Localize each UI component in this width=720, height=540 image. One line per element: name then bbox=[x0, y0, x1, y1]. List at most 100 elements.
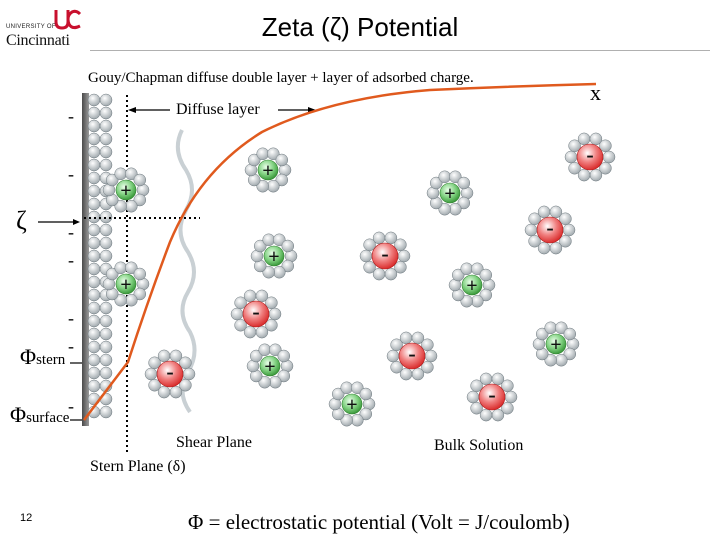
zeta-arrow-head bbox=[73, 219, 80, 225]
anion-core bbox=[371, 242, 399, 270]
minus-sign: - bbox=[546, 215, 553, 240]
water-molecule bbox=[457, 196, 471, 210]
surface-water-molecule bbox=[99, 236, 113, 250]
surface-water-molecule bbox=[87, 132, 101, 146]
plus-sign: + bbox=[264, 356, 275, 378]
zeta-label: ζ bbox=[16, 206, 27, 235]
water-molecule bbox=[182, 367, 196, 381]
anion-core bbox=[242, 300, 270, 328]
surface-water-molecule bbox=[87, 288, 101, 302]
water-molecule bbox=[372, 267, 386, 281]
surface-water-molecule bbox=[87, 171, 101, 185]
water-molecule bbox=[438, 170, 451, 184]
water-molecule bbox=[265, 296, 278, 310]
water-molecule bbox=[528, 212, 541, 226]
surface-water-molecule bbox=[99, 366, 113, 380]
surface-water-molecule bbox=[87, 93, 101, 107]
water-molecule bbox=[255, 289, 269, 303]
water-molecule bbox=[535, 327, 549, 341]
water-molecule bbox=[258, 375, 271, 389]
anion-core bbox=[536, 216, 564, 244]
positive-ion-7: + bbox=[246, 343, 294, 389]
surface-water-molecule bbox=[87, 275, 101, 289]
university-logo: UNIVERSITY OF Cincinnati bbox=[6, 8, 86, 50]
water-molecule bbox=[275, 153, 289, 167]
plus-sign: + bbox=[120, 274, 131, 296]
water-molecule bbox=[429, 176, 443, 190]
water-molecule bbox=[559, 212, 572, 226]
water-molecule bbox=[384, 267, 398, 281]
water-molecule bbox=[277, 369, 291, 383]
phi-surface-label: Φsurface bbox=[10, 402, 69, 428]
footer-definition: Φ = electrostatic potential (Volt = J/co… bbox=[188, 510, 570, 534]
water-molecule bbox=[549, 205, 563, 219]
surface-water-molecule bbox=[99, 327, 113, 341]
phi-stern-label: Φstern bbox=[20, 344, 65, 370]
surface-water-molecule bbox=[87, 158, 101, 172]
positive-ion-1: + bbox=[102, 167, 150, 213]
water-molecule bbox=[275, 173, 289, 187]
surface-water-molecule bbox=[87, 314, 101, 328]
water-molecule bbox=[281, 259, 295, 273]
surface-water-molecule bbox=[99, 353, 113, 367]
surface-water-molecule bbox=[99, 158, 113, 172]
water-molecule bbox=[133, 173, 147, 187]
cation-core bbox=[341, 393, 363, 415]
water-molecule bbox=[331, 387, 345, 401]
surface-charge-6: - bbox=[68, 336, 74, 356]
water-molecule bbox=[255, 325, 269, 339]
uc-logo-icon bbox=[54, 9, 82, 30]
minus-sign: - bbox=[381, 241, 388, 266]
water-molecule bbox=[148, 356, 161, 370]
water-molecule bbox=[563, 347, 577, 361]
plus-sign: + bbox=[346, 394, 357, 416]
positive-ion-2: + bbox=[244, 147, 292, 193]
cation-core bbox=[263, 245, 285, 267]
water-molecule bbox=[563, 327, 577, 341]
surface-water-molecule bbox=[99, 132, 113, 146]
phi-surface-symbol: Φ bbox=[10, 402, 27, 427]
surface-water-layer bbox=[87, 93, 113, 419]
water-molecule bbox=[125, 199, 138, 213]
water-molecule bbox=[359, 387, 373, 401]
water-molecule bbox=[479, 288, 493, 302]
surface-charge-3: - bbox=[68, 222, 74, 242]
water-molecule bbox=[460, 294, 473, 308]
surface-water-molecule bbox=[87, 327, 101, 341]
water-molecule bbox=[133, 193, 147, 207]
water-molecule bbox=[451, 268, 465, 282]
particle-surface-wall bbox=[82, 93, 89, 426]
water-molecule bbox=[281, 239, 295, 253]
water-molecule bbox=[470, 401, 483, 415]
water-molecule bbox=[491, 408, 505, 422]
negative-ion-10: - bbox=[564, 132, 616, 182]
water-molecule bbox=[504, 390, 518, 404]
water-molecule bbox=[397, 249, 411, 263]
ion-cluster-group: + + + + + + + + + - - - - - - - bbox=[102, 132, 616, 427]
water-molecule bbox=[114, 199, 127, 213]
water-molecule bbox=[537, 241, 551, 255]
water-molecule bbox=[234, 296, 247, 310]
water-molecule bbox=[501, 401, 514, 415]
anion-core bbox=[156, 360, 184, 388]
water-molecule bbox=[133, 267, 147, 281]
positive-ion-8: + bbox=[328, 381, 376, 427]
anion-core bbox=[398, 342, 426, 370]
water-molecule bbox=[568, 161, 581, 175]
negative-ion-14: - bbox=[144, 349, 196, 399]
title-divider bbox=[90, 50, 710, 51]
negative-ion-12: - bbox=[359, 231, 411, 281]
surface-charge-4: - bbox=[68, 250, 74, 270]
potential-curve bbox=[83, 82, 597, 421]
diffuse-layer-label: Diffuse layer bbox=[176, 101, 260, 118]
surface-water-molecule bbox=[87, 236, 101, 250]
water-molecule bbox=[457, 176, 471, 190]
surface-water-molecule bbox=[99, 93, 113, 107]
surface-water-molecule bbox=[99, 405, 113, 419]
water-molecule bbox=[386, 349, 400, 363]
surface-water-molecule bbox=[99, 301, 113, 315]
surface-water-molecule bbox=[99, 223, 113, 237]
water-molecule bbox=[169, 349, 183, 363]
diffuse-arrow-left-head bbox=[128, 107, 136, 113]
